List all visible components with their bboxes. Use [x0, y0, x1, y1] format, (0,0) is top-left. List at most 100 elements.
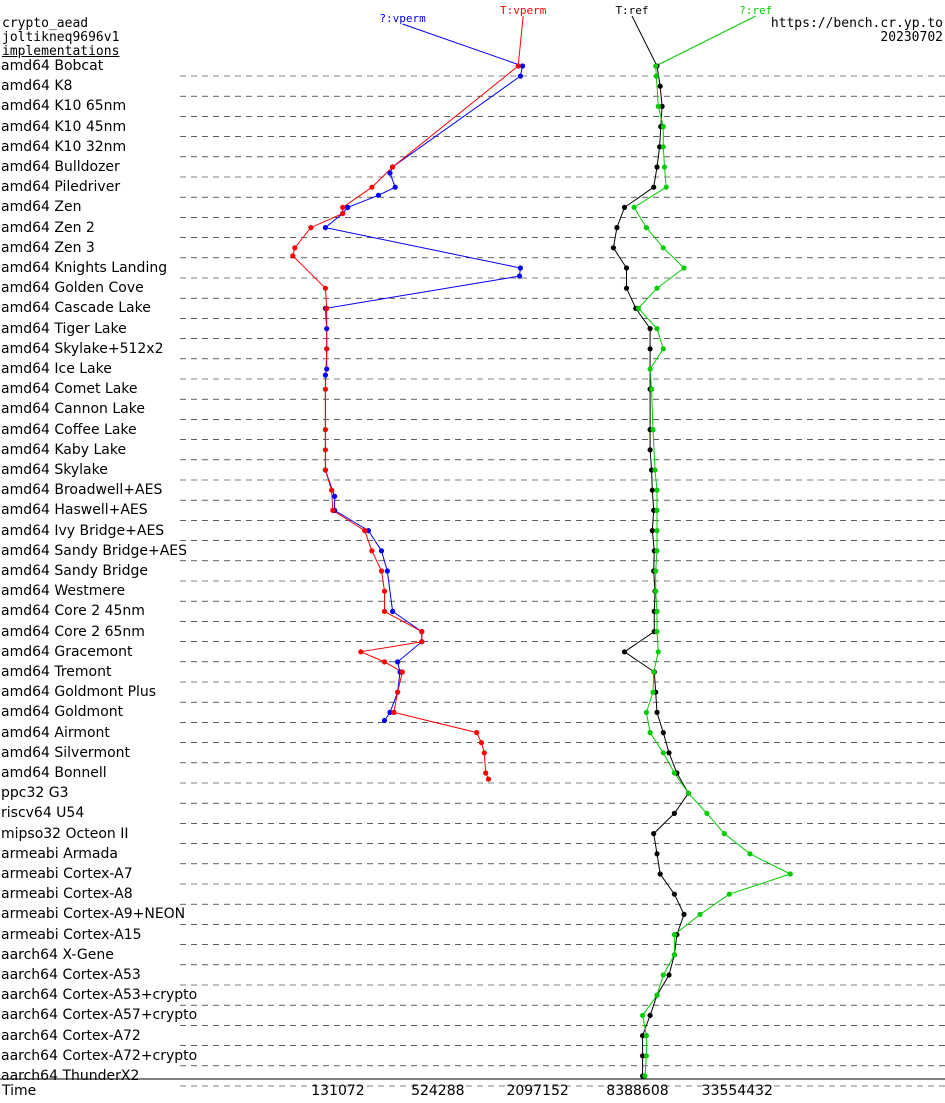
row-grid [180, 75, 945, 1087]
row-label: amd64 Ivy Bridge+AES [1, 522, 165, 539]
data-point [640, 1033, 646, 1039]
data-point [391, 709, 397, 716]
data-point [322, 427, 328, 433]
row-label: amd64 Goldmont Plus [1, 684, 157, 701]
data-point [474, 730, 480, 736]
series-points [290, 63, 793, 1079]
data-point [322, 372, 328, 378]
data-point [653, 63, 659, 69]
data-point [635, 305, 642, 311]
data-point [647, 447, 653, 453]
row-label: amd64 Piledriver [1, 179, 121, 196]
data-point [787, 871, 793, 877]
row-label: amd64 Bobcat [1, 58, 104, 74]
data-point [657, 144, 663, 150]
data-point [666, 750, 672, 756]
data-point [660, 972, 666, 978]
data-point [358, 649, 364, 655]
implementation-name: joltikneq9696v1 [2, 30, 120, 45]
row-label: amd64 Bulldozer [1, 159, 120, 175]
data-point [375, 192, 382, 198]
implementations-link[interactable]: implementations [2, 44, 120, 59]
row-label: ppc32 G3 [1, 785, 69, 802]
data-point [324, 326, 330, 332]
series-label: ?:vperm [379, 12, 426, 25]
row-label: armeabi Armada [1, 845, 118, 862]
data-point [647, 730, 653, 736]
row-label: aarch64 Cortex-A57+crypto [1, 1007, 198, 1024]
data-point [657, 83, 663, 89]
row-label: amd64 Cascade Lake [1, 300, 151, 317]
data-point [655, 103, 661, 109]
data-point [290, 253, 296, 259]
row-label: amd64 Sandy Bridge [1, 563, 148, 579]
data-point [515, 63, 521, 69]
data-point [643, 1033, 650, 1039]
data-point [322, 225, 328, 231]
data-point [345, 204, 351, 210]
row-label: amd64 Tiger Lake [1, 320, 127, 337]
data-point [381, 588, 388, 594]
data-point [660, 245, 666, 251]
series-label-leader [402, 23, 523, 67]
data-point [485, 776, 492, 782]
series-label-leader [631, 15, 658, 67]
data-point [387, 170, 393, 176]
data-point [324, 366, 330, 372]
series-line [324, 65, 523, 721]
data-point [395, 659, 401, 665]
data-point [381, 608, 388, 615]
data-point [381, 659, 388, 665]
data-point [697, 911, 703, 918]
bench-date: 20230702 [880, 30, 943, 45]
data-point [614, 225, 620, 231]
data-point [671, 952, 678, 958]
data-point [647, 326, 653, 332]
row-label: amd64 Silvermont [1, 744, 131, 761]
row-label: amd64 Knights Landing [1, 260, 168, 276]
series-label-leader [655, 15, 756, 67]
x-tick-label: 524288 [411, 1083, 465, 1099]
data-point [660, 750, 666, 756]
data-point [419, 639, 425, 645]
data-point [671, 770, 678, 776]
data-point [384, 568, 390, 574]
row-label: amd64 Zen [1, 199, 82, 216]
data-point [704, 810, 710, 817]
data-point [721, 831, 727, 837]
data-point [651, 831, 657, 837]
row-label: amd64 Gracemont [1, 643, 133, 660]
data-point [623, 285, 630, 291]
data-point [654, 992, 660, 998]
x-axis-title: Time [2, 1083, 37, 1099]
data-point [659, 103, 665, 109]
row-label: aarch64 Cortex-A53+crypto [1, 987, 198, 1004]
row-label: amd64 Golden Cove [1, 280, 144, 297]
row-label: amd64 Sandy Bridge+AES [1, 542, 188, 559]
data-point [654, 164, 660, 170]
data-point [654, 608, 660, 615]
data-point [654, 487, 660, 493]
data-point [481, 750, 487, 756]
data-point [650, 689, 656, 695]
row-label: amd64 Zen 3 [1, 239, 95, 256]
data-point [681, 911, 687, 918]
row-label: amd64 K8 [1, 78, 73, 95]
data-point [660, 730, 666, 736]
row-label: mipso32 Octeon II [1, 825, 129, 842]
data-point [399, 669, 405, 675]
data-point [652, 467, 658, 473]
data-point [610, 245, 617, 251]
data-point [387, 709, 393, 716]
data-point [654, 629, 660, 635]
data-point [631, 204, 637, 210]
data-point [647, 346, 653, 352]
row-label: armeabi Cortex-A15 [1, 926, 142, 943]
data-point [324, 346, 330, 352]
row-label: aarch64 X-Gene [1, 946, 114, 963]
site-url[interactable]: https://bench.cr.yp.to [770, 16, 943, 31]
row-label: armeabi Cortex-A7 [1, 866, 133, 882]
data-point [640, 1053, 646, 1059]
data-point [308, 225, 314, 231]
